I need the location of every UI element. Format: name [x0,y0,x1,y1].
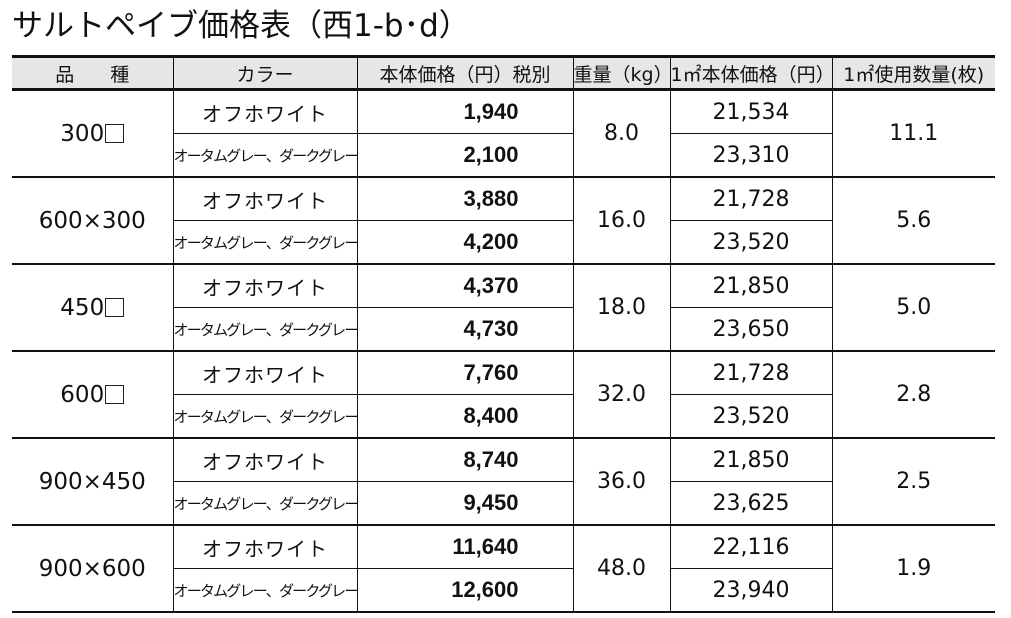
price-cell: 1,940 [356,88,573,134]
weight-cell: 48.0 [572,524,670,613]
qty-per-m2-cell: 5.0 [831,263,995,351]
size-cell: 450 [12,263,173,351]
qty-per-m2-cell: 2.8 [831,350,995,438]
table-row: 600 オフホワイト 7,760 32.0 21,728 2.8 [12,350,995,438]
header-color: カラー [172,55,357,91]
qty-per-m2-cell: 2.5 [831,437,995,525]
color-cell: オータムグレー、ダークグレー [172,220,357,264]
header-weight: 重量（kg） [572,55,670,91]
color-cell: オータムグレー、ダークグレー [172,481,357,525]
price-per-m2-cell: 23,625 [669,481,832,525]
color-cell: オフホワイト [172,437,357,482]
weight-cell: 8.0 [572,88,670,177]
page-title: サルトペイブ価格表（西1-b･d） [12,8,470,44]
price-per-m2-cell: 23,520 [669,220,832,264]
color-cell: オータムグレー、ダークグレー [172,394,357,438]
price-per-m2-cell: 23,310 [669,133,832,177]
table-row: オータムグレー、ダークグレー 4,200 23,520 [12,220,995,264]
square-icon [105,384,125,404]
table-row: オータムグレー、ダークグレー 4,730 23,650 [12,307,995,351]
price-per-m2-cell: 21,534 [669,88,832,134]
price-cell: 11,640 [356,524,573,569]
price-per-m2-cell: 23,520 [669,394,832,438]
header-unit-price: 本体価格（円）税別 [356,55,573,91]
price-cell: 2,100 [356,133,573,177]
price-table: 品種 カラー 本体価格（円）税別 重量（kg） 1㎡本体価格（円） 1㎡使用数量… [12,55,995,613]
price-per-m2-cell: 23,940 [669,568,832,613]
color-cell: オータムグレー、ダークグレー [172,307,357,351]
price-cell: 4,370 [356,263,573,308]
size-cell: 900×600 [12,524,173,613]
weight-cell: 16.0 [572,176,670,264]
color-cell: オフホワイト [172,524,357,569]
table-row: 450 オフホワイト 4,370 18.0 21,850 5.0 [12,263,995,351]
price-per-m2-cell: 21,850 [669,437,832,482]
price-cell: 12,600 [356,568,573,613]
color-cell: オフホワイト [172,263,357,308]
qty-per-m2-cell: 11.1 [831,88,995,177]
table-header-row: 品種 カラー 本体価格（円）税別 重量（kg） 1㎡本体価格（円） 1㎡使用数量… [12,55,995,91]
price-cell: 7,760 [356,350,573,395]
color-cell: オフホワイト [172,176,357,221]
square-icon [105,123,125,143]
size-cell: 300 [12,88,173,177]
price-cell: 9,450 [356,481,573,525]
color-cell: オータムグレー、ダークグレー [172,133,357,177]
qty-per-m2-cell: 1.9 [831,524,995,613]
weight-cell: 32.0 [572,350,670,438]
size-label: 900×600 [38,555,146,582]
table-row: オータムグレー、ダークグレー 12,600 23,940 [12,568,995,613]
qty-per-m2-cell: 5.6 [831,176,995,264]
table-row: 600×300 オフホワイト 3,880 16.0 21,728 5.6 [12,176,995,264]
price-cell: 8,740 [356,437,573,482]
size-cell: 900×450 [12,437,173,525]
size-label: 300 [60,120,105,147]
price-per-m2-cell: 21,850 [669,263,832,308]
square-icon [105,297,125,317]
price-cell: 8,400 [356,394,573,438]
size-cell: 600 [12,350,173,438]
weight-cell: 36.0 [572,437,670,525]
price-per-m2-cell: 23,650 [669,307,832,351]
table-row: オータムグレー、ダークグレー 2,100 23,310 [12,133,995,177]
price-cell: 4,730 [356,307,573,351]
price-per-m2-cell: 22,116 [669,524,832,569]
size-label: 600×300 [38,207,146,234]
size-label: 600 [60,381,105,408]
table-row: 300 オフホワイト 1,940 8.0 21,534 11.1 [12,88,995,177]
table-row: 900×600 オフホワイト 11,640 48.0 22,116 1.9 [12,524,995,613]
price-per-m2-cell: 21,728 [669,176,832,221]
table-row: オータムグレー、ダークグレー 9,450 23,625 [12,481,995,525]
table-row: 900×450 オフホワイト 8,740 36.0 21,850 2.5 [12,437,995,525]
color-cell: オフホワイト [172,350,357,395]
color-cell: オフホワイト [172,88,357,134]
size-label: 900×450 [38,468,146,495]
weight-cell: 18.0 [572,263,670,351]
header-qty-per-m2: 1㎡使用数量(枚) [831,55,995,91]
size-label: 450 [60,294,105,321]
table-row: オータムグレー、ダークグレー 8,400 23,520 [12,394,995,438]
header-price-per-m2: 1㎡本体価格（円） [669,55,832,91]
price-cell: 4,200 [356,220,573,264]
size-cell: 600×300 [12,176,173,264]
price-per-m2-cell: 21,728 [669,350,832,395]
header-product-type: 品種 [12,55,173,91]
price-cell: 3,880 [356,176,573,221]
color-cell: オータムグレー、ダークグレー [172,568,357,613]
